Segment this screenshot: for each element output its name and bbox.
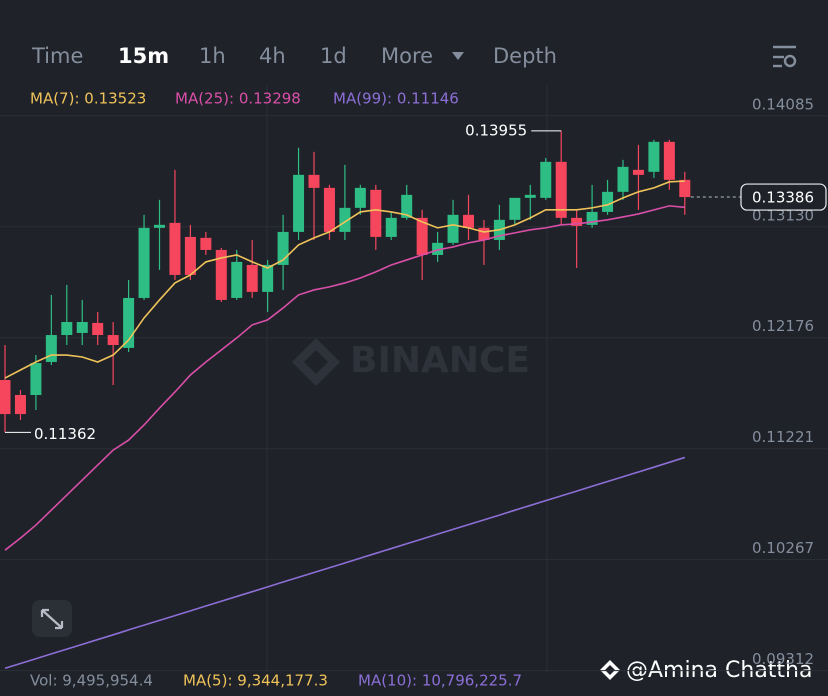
toolbar-tab[interactable]: 1h: [199, 44, 226, 68]
candle-body: [648, 141, 660, 172]
candle-body: [354, 187, 366, 208]
y-tick-label: 0.09312: [752, 650, 814, 668]
candle-body: [138, 227, 150, 298]
candle-body: [555, 161, 567, 218]
watermark: BINANCE: [292, 338, 530, 386]
candle-body: [679, 179, 691, 198]
candle-body: [0, 380, 11, 415]
candle-body: [154, 224, 165, 228]
candle-body: [478, 227, 490, 240]
candle-body: [447, 214, 459, 243]
candle-body: [663, 141, 675, 180]
y-tick-label: 0.13130: [752, 206, 814, 224]
toolbar-tab[interactable]: 4h: [259, 44, 286, 68]
toolbar-tab[interactable]: Time: [31, 44, 83, 68]
price-label: 0.13386: [752, 189, 814, 207]
candle-body: [107, 335, 119, 346]
candle-body: [370, 189, 382, 237]
credit-logo: [600, 660, 620, 680]
candle-body: [246, 264, 258, 292]
legend-entry: MA(7): 0.13523: [30, 90, 146, 108]
candle-body: [463, 214, 474, 228]
candle-body: [14, 395, 26, 415]
expand-button[interactable]: [32, 600, 72, 637]
candle-body: [30, 363, 42, 396]
ma-line: [4, 180, 685, 379]
candle-body: [308, 174, 320, 188]
dropdown-caret: [452, 52, 464, 60]
y-tick-label: 0.12176: [752, 317, 814, 335]
candle-body: [339, 207, 351, 232]
candle-body: [385, 217, 397, 237]
icon-gear: [783, 54, 797, 68]
ma-line: [4, 456, 686, 670]
candle-body: [540, 161, 552, 198]
candle-body: [45, 335, 57, 362]
volume-ma5: MA(5): 9,344,177.3: [183, 672, 328, 690]
watermark-logo: [292, 338, 340, 386]
candle-body: [215, 249, 227, 300]
candle-body: [602, 191, 614, 212]
toolbar-tab[interactable]: Depth: [493, 44, 557, 68]
candle-body: [123, 297, 135, 348]
expand-icon: [40, 608, 64, 630]
ma-line: [4, 205, 685, 551]
high-label: 0.13955: [465, 121, 527, 139]
candle-body: [277, 231, 289, 265]
candle-body: [169, 222, 181, 275]
candle-body: [61, 322, 73, 336]
candle-body: [509, 197, 521, 220]
candle-body: [231, 261, 243, 298]
candle-body: [401, 194, 413, 218]
y-tick-label: 0.14085: [752, 95, 814, 113]
candle-body: [617, 166, 629, 192]
toolbar-tab[interactable]: 1d: [320, 44, 347, 68]
toolbar-tab[interactable]: 15m: [118, 44, 169, 68]
candle-body: [92, 322, 104, 336]
candle-body: [524, 194, 536, 198]
volume-ma10: MA(10): 10,796,225.7: [358, 672, 522, 690]
toolbar-tab[interactable]: More: [381, 44, 433, 68]
legend-entry: MA(99): 0.11146: [333, 90, 459, 108]
settings-icon[interactable]: [773, 45, 797, 68]
candle-body: [323, 187, 335, 232]
candle-body: [432, 242, 444, 255]
candle-body: [293, 174, 305, 232]
y-tick-label: 0.10267: [752, 539, 814, 557]
candle-body: [200, 237, 212, 250]
candle-body: [76, 322, 88, 333]
y-tick-label: 0.11221: [752, 428, 814, 446]
legend-entry: MA(25): 0.13298: [175, 90, 301, 108]
volume-label: Vol: 9,495,954.4: [30, 672, 153, 690]
price-box: [740, 183, 827, 211]
low-label: 0.11362: [34, 425, 96, 443]
candle-body: [632, 169, 644, 175]
candle-body: [586, 211, 598, 225]
watermark-text: BINANCE: [350, 340, 530, 381]
candle-body: [184, 236, 196, 275]
candle-body: [571, 217, 583, 226]
candles: [0, 130, 691, 433]
candle-body: [262, 264, 274, 292]
candle-body: [416, 217, 428, 255]
